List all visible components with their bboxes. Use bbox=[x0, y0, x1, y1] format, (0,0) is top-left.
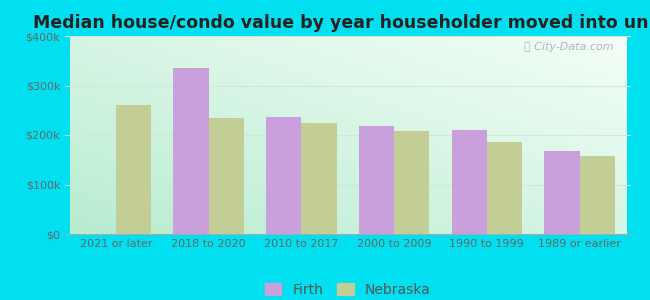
Bar bbox=[359, 126, 394, 234]
Title: Median house/condo value by year householder moved into unit: Median house/condo value by year househo… bbox=[33, 14, 650, 32]
Bar bbox=[487, 142, 522, 234]
Legend: Firth, Nebraska: Firth, Nebraska bbox=[259, 277, 436, 300]
Bar bbox=[116, 105, 151, 234]
Bar bbox=[266, 117, 302, 234]
Bar bbox=[580, 156, 615, 234]
Bar bbox=[209, 118, 244, 234]
Bar bbox=[302, 123, 337, 234]
Bar bbox=[394, 131, 430, 234]
Bar bbox=[452, 130, 487, 234]
Bar bbox=[544, 151, 580, 234]
Text: ⓘ City-Data.com: ⓘ City-Data.com bbox=[524, 42, 614, 52]
Bar bbox=[174, 68, 209, 234]
